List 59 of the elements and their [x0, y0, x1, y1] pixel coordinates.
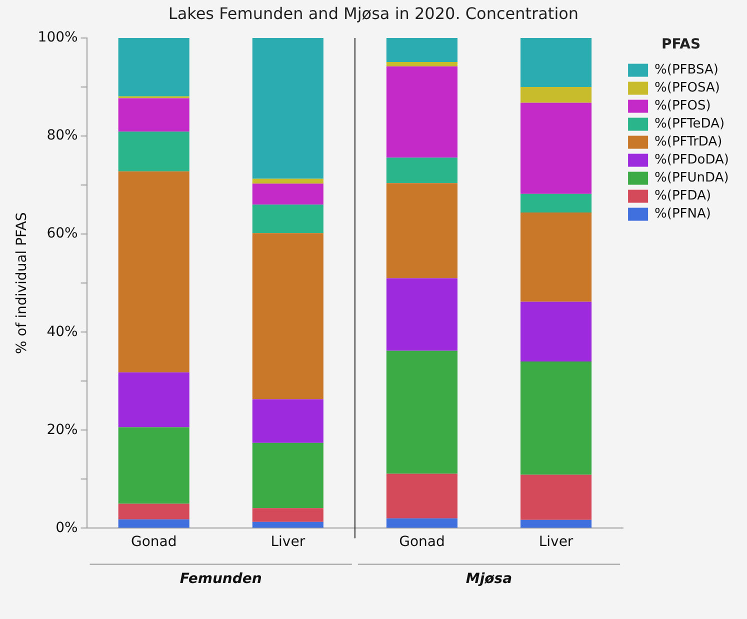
bar: [118, 427, 190, 504]
bar: [520, 362, 592, 475]
bar: [520, 520, 592, 528]
x-tick-label: Liver: [538, 534, 574, 550]
legend-title: PFAS: [661, 36, 701, 53]
bar: [118, 504, 190, 520]
bar: [252, 399, 324, 443]
y-tick-label: 60%: [46, 226, 78, 242]
bar: [386, 518, 458, 528]
legend-label: %(PFBSA): [654, 62, 718, 78]
bar: [386, 474, 458, 518]
y-axis-title: % of individual PFAS: [14, 212, 30, 354]
chart-title: Lakes Femunden and Mjøsa in 2020. Concentration: [167, 4, 580, 23]
bar: [252, 38, 324, 179]
bar: [386, 278, 458, 351]
bar: [386, 183, 458, 278]
bar: [118, 519, 190, 528]
bar: [118, 171, 190, 372]
bar: [386, 158, 458, 184]
bar: [520, 212, 592, 302]
y-tick-label: 40%: [46, 324, 78, 340]
bar: [118, 98, 190, 132]
bar: [386, 62, 458, 66]
bar: [520, 302, 592, 362]
bar: [252, 508, 324, 522]
bar: [252, 204, 324, 234]
legend-label: %(PFUnDA): [654, 170, 729, 186]
y-tick-label: 0%: [56, 520, 78, 536]
legend-label: %(PFDoDA): [654, 152, 729, 168]
bar: [520, 38, 592, 88]
bar: [118, 372, 190, 428]
bar: [118, 132, 190, 172]
bar: [252, 442, 324, 508]
legend-label: %(PFOSA): [654, 80, 720, 96]
bar: [252, 184, 324, 205]
legend-label: %(PFTeDA): [654, 116, 725, 132]
bar: [252, 178, 324, 184]
bar: [520, 194, 592, 213]
bar: [520, 87, 592, 103]
x-tick-label: Gonad: [399, 534, 445, 550]
bar: [118, 38, 190, 96]
text: Femunden: [180, 570, 262, 587]
text: Mjøsa: [466, 570, 512, 587]
bar: [386, 350, 458, 474]
legend-label: %(PFNA): [654, 206, 711, 222]
legend-label: %(PFTrDA): [654, 134, 722, 150]
x-tick-label: Liver: [270, 534, 306, 550]
y-tick-label: 100%: [38, 30, 78, 46]
y-tick-label: 80%: [46, 128, 78, 144]
bar: [252, 522, 324, 528]
bar: [386, 66, 458, 158]
bar: [386, 38, 458, 62]
bar: [520, 102, 592, 194]
legend-label: %(PFOS): [654, 98, 711, 114]
y-tick-label: 20%: [46, 422, 78, 438]
x-tick-label: Gonad: [130, 534, 177, 550]
legend-label: %(PFDA): [654, 188, 712, 204]
bar: [520, 474, 592, 520]
bar: [252, 233, 324, 400]
